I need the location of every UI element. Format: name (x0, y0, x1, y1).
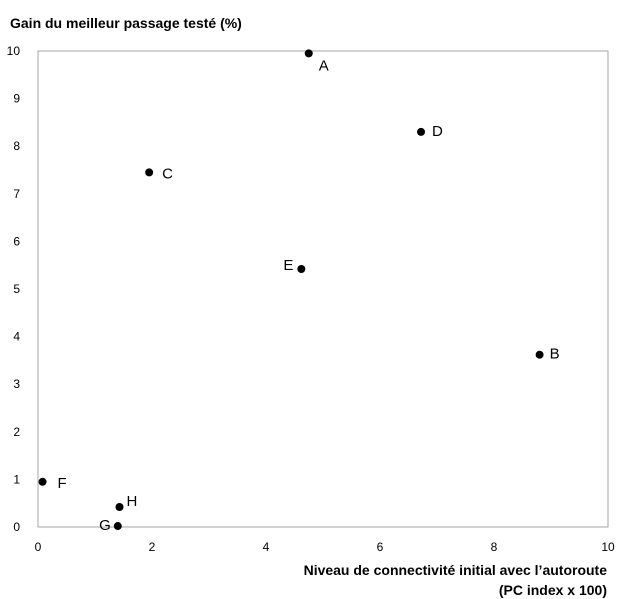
point-marker-c (145, 168, 154, 177)
point-label-b: B (550, 346, 560, 363)
y-tick-label: 6 (13, 234, 20, 248)
point-label-f: F (58, 475, 67, 492)
point-label-a: A (319, 57, 329, 74)
plot-area (37, 50, 609, 528)
y-tick-label: 3 (13, 377, 20, 391)
point-marker-e (297, 265, 306, 274)
point-marker-b (535, 350, 544, 359)
x-tick-label: 0 (35, 540, 42, 554)
y-tick-label: 2 (13, 425, 20, 439)
point-label-h: H (127, 493, 138, 510)
y-tick-labels: 0 1 2 3 4 5 6 7 8 9 10 (7, 44, 21, 534)
point-marker-d (417, 127, 426, 136)
y-tick-label: 0 (13, 520, 20, 534)
point-marker-h (115, 503, 124, 512)
x-tick-label: 10 (601, 540, 615, 554)
x-tick-label: 6 (377, 540, 384, 554)
point-label-g: G (99, 517, 111, 534)
point-marker-g (113, 522, 122, 531)
y-axis-title: Gain du meilleur passage testé (%) (10, 15, 242, 31)
y-tick-label: 8 (13, 139, 20, 153)
point-label-d: D (432, 123, 443, 140)
y-tick-label: 9 (13, 92, 20, 106)
y-tick-label: 10 (7, 44, 21, 58)
x-axis-title-line1: Niveau de connectivité initial avec l’au… (304, 562, 608, 578)
y-tick-label: 1 (13, 472, 20, 486)
y-tick-label: 4 (13, 330, 20, 344)
point-label-e: E (283, 257, 293, 274)
point-marker-a (304, 49, 313, 58)
y-tick-label: 7 (13, 187, 20, 201)
data-points: A B C D E F GH (38, 49, 560, 534)
point-marker-f (38, 477, 47, 486)
point-label-c: C (162, 165, 173, 182)
y-tick-label: 5 (13, 282, 20, 296)
x-tick-label: 8 (491, 540, 498, 554)
x-tick-label: 2 (149, 540, 156, 554)
x-tick-label: 4 (263, 540, 270, 554)
x-axis-title-line2: (PC index x 100) (499, 582, 607, 598)
x-tick-labels: 0 2 4 6 8 10 (35, 540, 615, 554)
